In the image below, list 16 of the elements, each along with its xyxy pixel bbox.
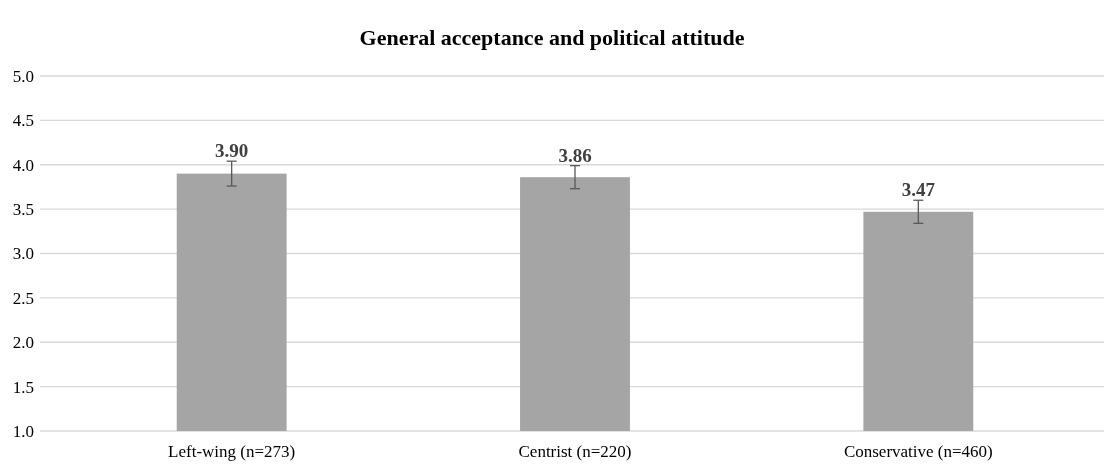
y-tick-label: 5.0	[12, 66, 34, 86]
y-tick-label: 2.5	[12, 288, 34, 308]
y-tick-label: 3.0	[12, 244, 34, 264]
y-tick-label: 2.0	[12, 333, 34, 353]
x-tick-label: Left-wing (n=273)	[168, 442, 296, 461]
y-tick-label: 4.0	[12, 155, 34, 175]
y-tick-label: 1.0	[12, 421, 34, 441]
y-tick-label: 3.5	[12, 200, 34, 220]
y-tick-label: 4.5	[12, 111, 34, 131]
y-tick-label: 1.5	[12, 377, 34, 397]
x-tick-label: Conservative (n=460)	[843, 442, 993, 461]
data-label: 3.86	[558, 144, 592, 166]
data-label: 3.47	[901, 179, 936, 201]
chart-title: General acceptance and political attitude	[359, 25, 745, 50]
data-label: 3.90	[215, 140, 249, 162]
x-tick-label: Centrist (n=220)	[518, 442, 632, 461]
